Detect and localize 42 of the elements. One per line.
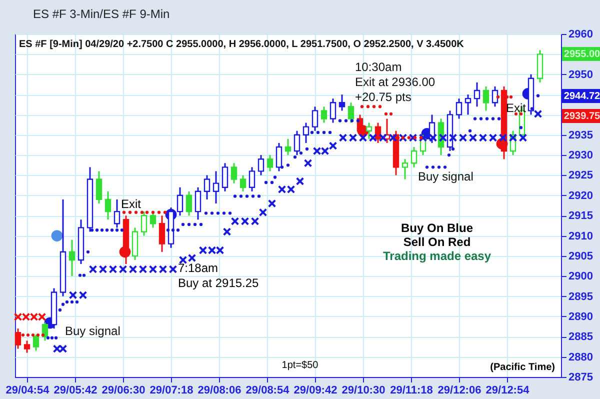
annotation: 7:18am Buy at 2915.25	[178, 261, 260, 290]
annotation: 1pt=$50	[282, 360, 319, 371]
text: 2939.75	[564, 111, 600, 122]
x-tick-label: 29/05:42	[54, 384, 98, 396]
y-tick-label: 2950	[568, 68, 593, 81]
text: ES #F [9-Min] 04/29/20 +2.7500 C 2955.0000, H 2956.0000, L 2951.7500, O 2952.2500, V 3.4500K	[19, 39, 465, 50]
x-tick-label: 29/09:42	[294, 384, 338, 396]
annotation: Buy signal	[418, 170, 474, 184]
annotation: Exit	[506, 100, 527, 115]
y-tick-label: 2900	[568, 270, 593, 283]
y-tick-label: 2960	[568, 28, 593, 40]
y-tick-label: 2875	[568, 372, 593, 384]
annotation: 10:30am Exit at 2936.00 +20.75 pts	[355, 60, 436, 104]
x-tick-label: 29/07:18	[150, 384, 194, 396]
y-tick-label: 2930	[568, 150, 593, 162]
annotation: Trading made easy	[382, 249, 492, 263]
x-tick-label: 29/08:06	[198, 384, 242, 396]
y-tick-label: 2910	[568, 230, 593, 242]
x-tick-label: 29/12:54	[486, 384, 530, 396]
y-tick-label: 2925	[568, 170, 593, 182]
annotation: Exit	[120, 197, 142, 211]
x-tick-label: 29/11:18	[390, 384, 433, 396]
y-tick-label: 2880	[568, 351, 593, 364]
y-tick-label: 2920	[568, 190, 593, 202]
y-tick-label: 2890	[568, 310, 593, 323]
text: 2944.72	[564, 91, 600, 102]
annotation: (Pacific Time)	[490, 362, 555, 373]
y-tick-label: 2885	[568, 331, 593, 344]
annotation: Buy signal	[65, 324, 120, 338]
x-tick-label: 29/10:30	[342, 384, 386, 396]
x-tick-label: 29/04:54	[6, 384, 50, 396]
annotation: Sell On Red	[403, 235, 471, 249]
y-tick-label: 2895	[568, 290, 593, 303]
x-tick-label: 29/06:30	[102, 384, 146, 396]
chart-title: ES #F 3-Min/ES #F 9-Min	[33, 7, 170, 21]
y-tick-label: 2905	[568, 250, 593, 262]
text: 2955.00	[564, 49, 600, 60]
x-tick-label: 29/12:06	[438, 384, 482, 396]
x-tick-label: 29/08:54	[246, 384, 290, 396]
y-tick-label: 2915	[568, 210, 593, 222]
y-tick-label: 2935	[568, 129, 593, 142]
annotation: Buy On Blue	[400, 221, 474, 235]
